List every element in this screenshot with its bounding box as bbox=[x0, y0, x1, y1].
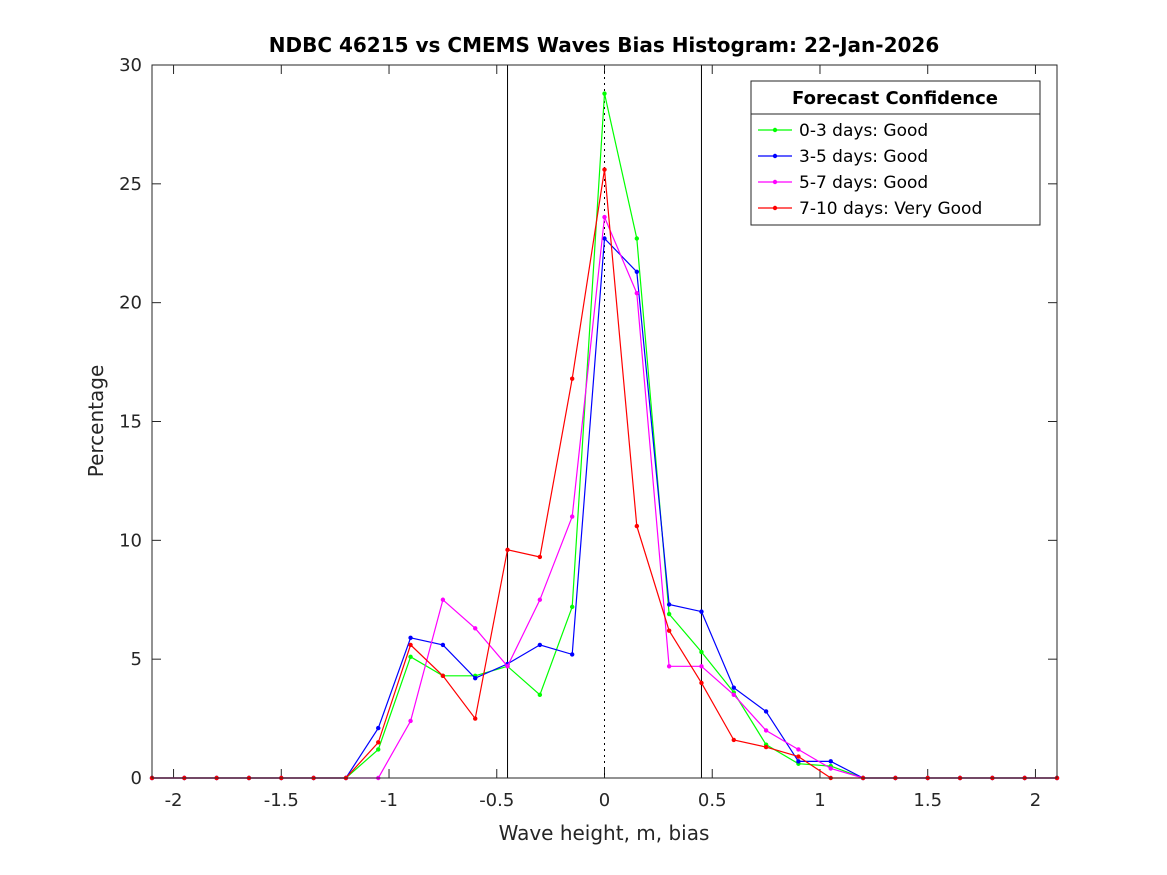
x-tick-label: -0.5 bbox=[479, 790, 514, 811]
x-tick-label: 0 bbox=[599, 790, 610, 811]
y-tick-label: 10 bbox=[119, 530, 142, 551]
data-point bbox=[473, 675, 478, 681]
data-point bbox=[376, 725, 381, 731]
legend-label: 7-10 days: Very Good bbox=[799, 199, 982, 219]
legend-entries: 0-3 days: Good 3-5 days: Good 5-7 days: Go… bbox=[758, 121, 982, 219]
data-point bbox=[602, 214, 607, 220]
data-point bbox=[634, 523, 640, 529]
x-tick-label: 2 bbox=[1030, 790, 1041, 811]
y-tick-label: 20 bbox=[119, 293, 142, 314]
legend-title: Forecast Confidence bbox=[792, 88, 998, 109]
data-point bbox=[473, 626, 478, 631]
data-point bbox=[731, 737, 736, 743]
data-point bbox=[796, 754, 801, 759]
data-point bbox=[440, 673, 446, 679]
legend-swatch-marker bbox=[772, 153, 778, 159]
legend: Forecast Confidence 0-3 days: Good 3-5 da… bbox=[750, 80, 1041, 226]
axes-box bbox=[151, 64, 1058, 779]
data-point bbox=[796, 747, 801, 752]
reference-lines bbox=[507, 65, 702, 778]
legend-label: 5-7 days: Good bbox=[799, 173, 928, 193]
x-tick-label: -2 bbox=[165, 790, 183, 811]
data-point bbox=[763, 744, 769, 750]
data-point bbox=[473, 716, 478, 721]
data-point bbox=[699, 680, 704, 686]
x-tick-label: -1 bbox=[380, 790, 398, 811]
data-point bbox=[537, 597, 543, 602]
data-point bbox=[634, 290, 640, 296]
data-point bbox=[699, 649, 704, 655]
data-point bbox=[408, 642, 413, 648]
data-point bbox=[602, 167, 607, 172]
data-point bbox=[796, 759, 801, 764]
y-axis-label: Percentage bbox=[84, 365, 108, 478]
x-tick-label: -1.5 bbox=[264, 790, 299, 811]
legend-entry: 3-5 days: Good bbox=[758, 147, 928, 167]
data-point bbox=[440, 597, 446, 602]
data-point bbox=[731, 685, 736, 690]
data-point bbox=[569, 376, 575, 381]
x-axis-label: Wave height, m, bias bbox=[499, 821, 710, 845]
data-point bbox=[763, 709, 769, 714]
data-point bbox=[376, 740, 381, 745]
data-point bbox=[699, 609, 704, 614]
legend-swatch-marker bbox=[772, 205, 778, 211]
x-tick-label: 1.5 bbox=[913, 790, 942, 811]
data-point bbox=[376, 747, 381, 752]
x-tick-labels: -2 -1.5 -1 -0.5 0 0.5 1 1.5 2 bbox=[165, 790, 1042, 811]
data-point bbox=[699, 664, 704, 669]
legend-entry: 7-10 days: Very Good bbox=[758, 199, 982, 219]
data-point bbox=[505, 664, 510, 669]
y-tick-labels: 0 5 10 15 20 25 30 bbox=[119, 55, 142, 789]
y-tick-label: 0 bbox=[131, 768, 142, 789]
data-point bbox=[763, 728, 769, 733]
y-tick-label: 15 bbox=[119, 412, 142, 433]
x-tick-label: 1 bbox=[814, 790, 825, 811]
data-point bbox=[666, 611, 672, 617]
data-point bbox=[828, 766, 833, 771]
legend-swatch-marker bbox=[772, 179, 778, 185]
y-tick-label: 25 bbox=[119, 174, 142, 195]
data-point bbox=[666, 602, 672, 607]
data-point bbox=[569, 514, 575, 519]
data-point bbox=[569, 604, 575, 610]
legend-box bbox=[750, 80, 1041, 226]
data-point bbox=[634, 269, 640, 274]
legend-entry: 5-7 days: Good bbox=[758, 173, 928, 193]
data-point bbox=[731, 692, 736, 698]
legend-entry: 0-3 days: Good bbox=[758, 121, 928, 141]
data-point bbox=[408, 635, 413, 640]
y-tick-label: 30 bbox=[119, 55, 142, 76]
data-point bbox=[666, 628, 672, 633]
y-tick-label: 5 bbox=[131, 649, 142, 670]
chart-title: NDBC 46215 vs CMEMS Waves Bias Histogram… bbox=[269, 33, 940, 57]
data-point bbox=[828, 759, 833, 764]
data-point bbox=[408, 654, 413, 659]
legend-swatch-marker bbox=[772, 127, 778, 133]
data-point bbox=[666, 664, 672, 669]
data-point bbox=[634, 236, 640, 241]
legend-label: 3-5 days: Good bbox=[799, 147, 928, 167]
data-point bbox=[569, 652, 575, 657]
data-point bbox=[602, 91, 607, 96]
data-point bbox=[440, 642, 446, 648]
data-point bbox=[537, 642, 543, 648]
legend-label: 0-3 days: Good bbox=[799, 121, 928, 141]
data-point bbox=[537, 692, 543, 698]
x-tick-label: 0.5 bbox=[698, 790, 727, 811]
data-point bbox=[602, 236, 607, 241]
data-point bbox=[408, 718, 413, 724]
data-point bbox=[537, 554, 543, 560]
data-point bbox=[505, 547, 510, 553]
